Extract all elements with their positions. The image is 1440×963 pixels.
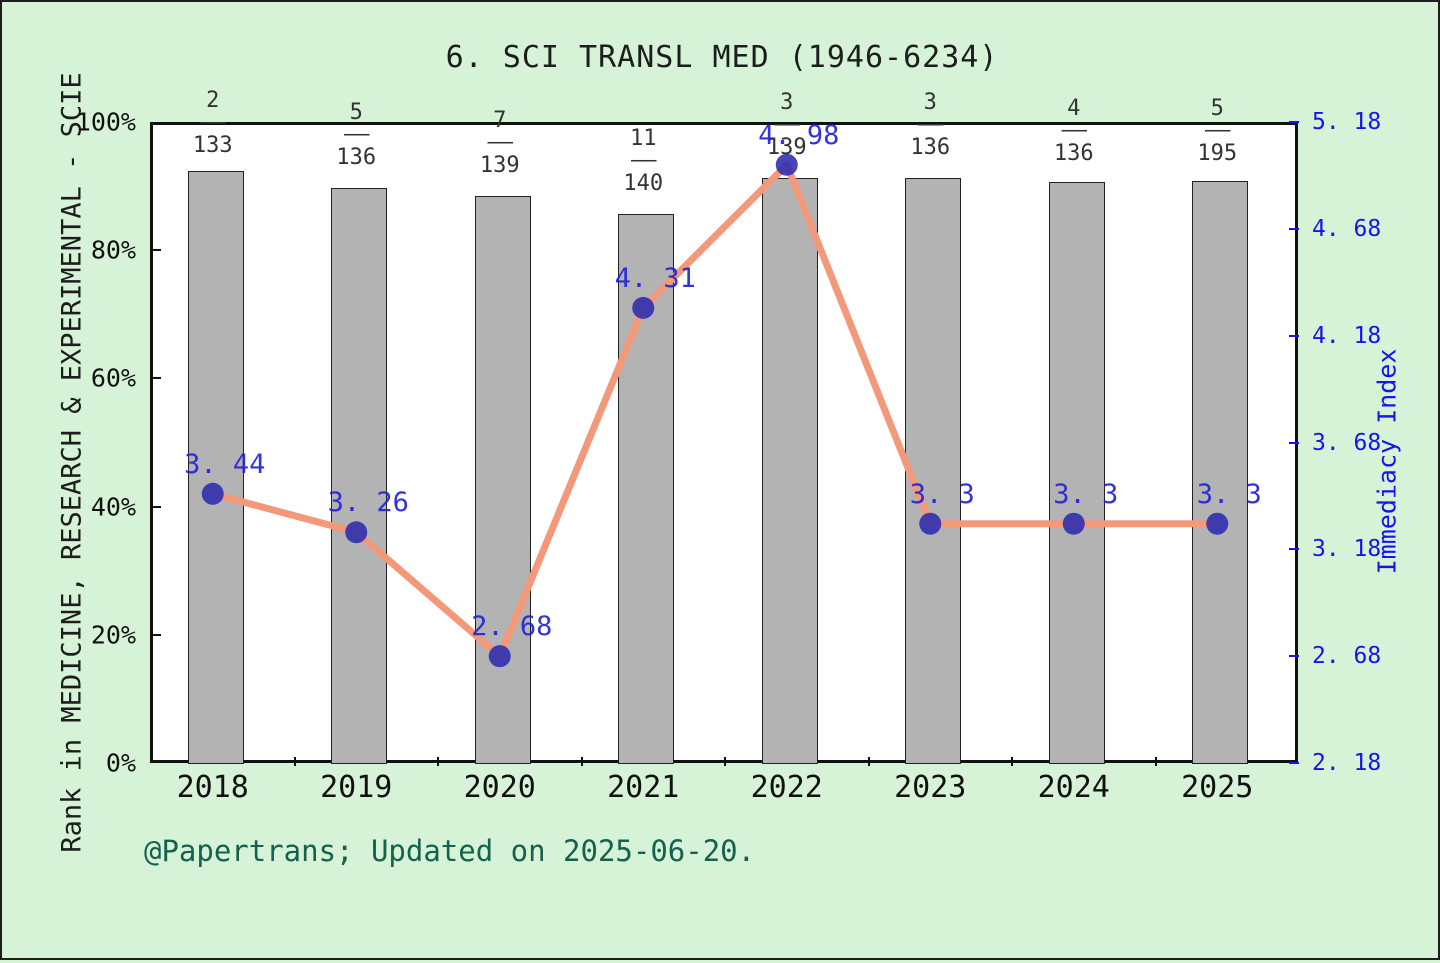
bar-2024 — [1048, 182, 1105, 764]
right-axis-tick-label: 2. 68 — [1312, 643, 1382, 670]
bar-2022 — [761, 177, 818, 764]
value-label-2018: 3. 44 — [184, 448, 266, 480]
rank-annotation-2022: 3 —— 139 — [766, 90, 807, 160]
rank-annotation-2019: 5 —— 136 — [336, 100, 377, 170]
fraction-bar: —— — [487, 130, 513, 156]
left-axis-tick-label: 0% — [105, 748, 136, 778]
x-axis-tick-label-2020: 2020 — [463, 770, 536, 805]
bar-2023 — [905, 177, 962, 764]
rank-annotation-2023: 3 —— 136 — [910, 90, 951, 160]
left-axis-tick-mark — [150, 633, 161, 636]
bar-2025 — [1192, 181, 1249, 764]
value-label-2025: 3. 3 — [1196, 478, 1262, 510]
x-axis-tick-label-2021: 2021 — [607, 770, 680, 805]
rank-denominator: 139 — [766, 134, 807, 160]
footer-note: @Papertrans; Updated on 2025-06-20. — [144, 834, 756, 868]
left-axis-tick-label: 100% — [75, 107, 136, 137]
right-axis-tick-label: 2. 18 — [1312, 750, 1382, 776]
rank-numerator: 3 — [923, 90, 937, 115]
value-label-2022: 4. 98 — [758, 119, 840, 151]
rank-numerator: 3 — [780, 90, 794, 115]
fraction-bar: —— — [344, 122, 369, 148]
value-label-2021: 4. 31 — [614, 262, 696, 294]
value-label-2019: 3. 26 — [327, 487, 409, 519]
rank-numerator: 5 — [349, 100, 363, 125]
right-axis-tick-mark — [1289, 334, 1299, 337]
right-axis-tick-mark — [1289, 655, 1299, 658]
right-axis-tick-mark — [1289, 227, 1299, 230]
fraction-bar: —— — [631, 148, 656, 174]
left-axis-tick-mark — [150, 249, 161, 252]
x-axis-tick-label-2024: 2024 — [1037, 770, 1110, 805]
rank-annotation-2018: 2 —— 133 — [192, 88, 233, 158]
right-axis-tick-label: 4. 18 — [1312, 322, 1382, 349]
x-axis-tick-mark — [1154, 757, 1157, 766]
left-axis-tick-mark — [150, 377, 161, 380]
x-axis-tick-mark — [724, 757, 726, 766]
rank-numerator: 5 — [1210, 96, 1224, 121]
rank-annotation-2024: 4 —— 136 — [1053, 96, 1094, 166]
right-axis-tick-mark — [1289, 441, 1299, 444]
left-axis-tick-label: 40% — [90, 492, 136, 522]
rank-numerator: 2 — [206, 88, 220, 113]
x-axis-tick-label-2025: 2025 — [1181, 770, 1254, 805]
x-axis-tick-label-2023: 2023 — [894, 770, 967, 805]
rank-denominator: 195 — [1197, 140, 1238, 166]
x-axis-tick-mark — [1011, 757, 1013, 766]
x-axis-tick-label-2019: 2019 — [320, 770, 393, 805]
rank-denominator: 140 — [623, 170, 664, 196]
right-axis-tick-label: 4. 68 — [1312, 215, 1382, 242]
fraction-bar: —— — [774, 112, 800, 138]
rank-denominator: 133 — [192, 132, 233, 158]
left-axis-tick-label: 60% — [90, 363, 136, 393]
bar-2020 — [474, 195, 531, 764]
left-axis-tick-label: 20% — [90, 620, 136, 650]
fraction-bar: —— — [1205, 118, 1230, 144]
rank-denominator: 139 — [479, 152, 520, 178]
right-axis-title: Immediacy Index — [1372, 348, 1402, 575]
x-axis-tick-label-2018: 2018 — [176, 770, 249, 805]
rank-denominator: 136 — [1053, 140, 1094, 166]
right-axis-tick-mark — [1289, 121, 1299, 123]
x-axis-tick-label-2022: 2022 — [750, 770, 823, 805]
value-label-2023: 3. 3 — [909, 478, 975, 510]
x-axis-tick-mark — [580, 757, 583, 766]
rank-annotation-2021: 11 —— 140 — [623, 126, 664, 196]
rank-denominator: 136 — [910, 134, 951, 160]
right-axis-tick-label: 5. 18 — [1312, 109, 1382, 135]
bar-2019 — [331, 187, 388, 764]
rank-numerator: 11 — [630, 126, 657, 151]
right-axis-tick-label: 3. 68 — [1312, 429, 1382, 456]
fraction-bar: —— — [200, 110, 226, 136]
right-axis-tick-label: 3. 18 — [1312, 536, 1382, 563]
rank-numerator: 4 — [1067, 96, 1081, 121]
value-label-2020: 2. 68 — [471, 611, 553, 643]
plot-inner — [153, 125, 1295, 764]
fraction-bar: —— — [918, 112, 943, 138]
left-axis-title: Rank in MEDICINE, RESEARCH & EXPERIMENTA… — [56, 72, 88, 853]
page-title: 6. SCI TRANSL MED (1946-6234) — [445, 40, 999, 75]
x-axis-tick-mark — [293, 757, 296, 766]
rank-denominator: 136 — [336, 144, 377, 170]
left-axis-tick-label: 80% — [90, 235, 136, 265]
value-label-2024: 3. 3 — [1053, 478, 1119, 510]
left-axis-tick-mark — [150, 505, 161, 508]
plot-area — [150, 122, 1298, 764]
right-axis-tick-mark — [1289, 548, 1299, 551]
right-axis-tick-mark — [1289, 762, 1299, 764]
x-axis-tick-mark — [867, 757, 870, 766]
rank-annotation-2025: 5 —— 195 — [1197, 96, 1238, 166]
bar-2021 — [618, 214, 675, 764]
x-axis-tick-mark — [437, 757, 439, 766]
fraction-bar: —— — [1061, 118, 1087, 144]
rank-annotation-2020: 7 —— 139 — [479, 108, 520, 178]
rank-numerator: 7 — [493, 108, 507, 133]
